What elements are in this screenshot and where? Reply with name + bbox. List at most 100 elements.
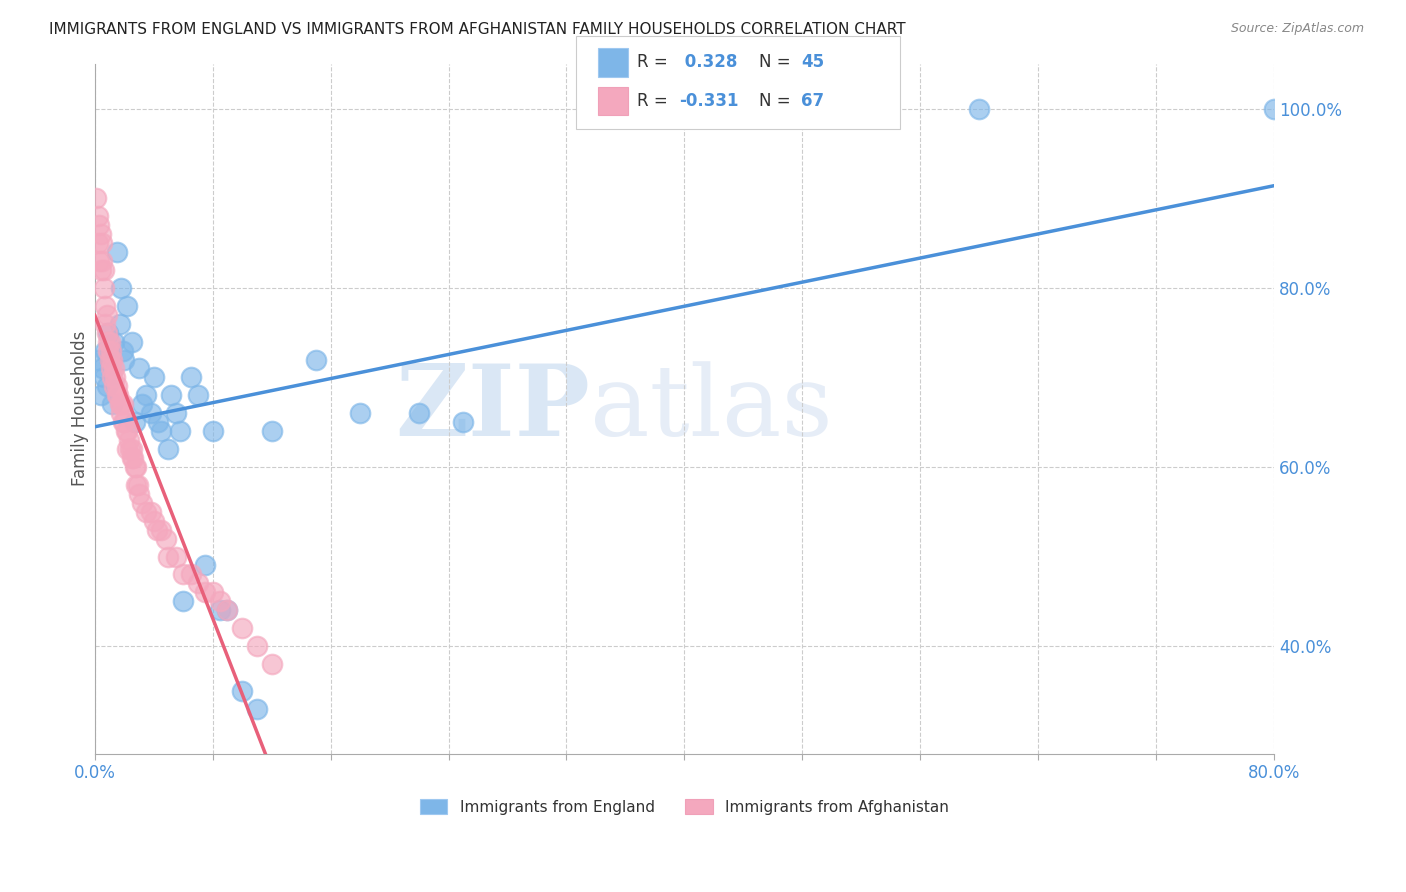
Point [121, 450, 143, 465]
Point [108, 397, 131, 411]
Text: Source: ZipAtlas.com: Source: ZipAtlas.com [1230, 22, 1364, 36]
Point [165, 549, 187, 564]
Point [120, 442, 142, 456]
Point [150, 424, 173, 438]
Point [91, 254, 114, 268]
Point [110, 406, 132, 420]
Text: -0.331: -0.331 [679, 92, 738, 110]
Point [146, 415, 169, 429]
Point [305, 352, 328, 367]
Text: R =: R = [637, 54, 668, 71]
Point [93, 370, 115, 384]
Point [100, 361, 122, 376]
Point [967, 102, 990, 116]
Point [96, 308, 118, 322]
Point [135, 388, 157, 402]
Point [114, 424, 136, 438]
Point [101, 397, 124, 411]
Point [87, 236, 110, 251]
Point [84, 191, 107, 205]
Point [111, 343, 134, 358]
Point [169, 424, 191, 438]
Point [90, 227, 112, 242]
Point [172, 567, 194, 582]
Point [121, 334, 143, 349]
Point [112, 415, 135, 429]
Point [209, 594, 232, 608]
Point [408, 406, 430, 420]
Y-axis label: Family Households: Family Households [72, 331, 89, 486]
Point [111, 397, 134, 411]
Point [94, 299, 117, 313]
Point [260, 657, 283, 671]
Point [217, 603, 239, 617]
Point [124, 460, 146, 475]
Text: 67: 67 [801, 92, 824, 110]
Point [103, 361, 125, 376]
Point [124, 415, 146, 429]
Text: 45: 45 [801, 54, 824, 71]
Point [231, 621, 253, 635]
Text: N =: N = [759, 54, 790, 71]
Point [260, 424, 283, 438]
Point [87, 209, 110, 223]
Point [89, 219, 111, 233]
Point [105, 379, 128, 393]
Point [108, 317, 131, 331]
Point [115, 424, 138, 438]
Point [139, 505, 162, 519]
Point [160, 388, 183, 402]
Text: 0.328: 0.328 [679, 54, 738, 71]
Point [115, 442, 138, 456]
Point [201, 424, 224, 438]
Point [98, 352, 121, 367]
Point [131, 397, 153, 411]
Point [246, 639, 269, 653]
Point [231, 683, 253, 698]
Point [1263, 102, 1285, 116]
Point [155, 532, 177, 546]
Point [128, 361, 150, 376]
Point [145, 523, 167, 537]
Point [97, 334, 120, 349]
Point [125, 478, 148, 492]
Point [131, 496, 153, 510]
Point [98, 334, 121, 349]
Point [93, 263, 115, 277]
Text: atlas: atlas [591, 361, 832, 457]
Point [451, 415, 474, 429]
Point [101, 370, 124, 384]
Point [94, 317, 117, 331]
Point [139, 406, 162, 420]
Point [122, 450, 145, 465]
Point [127, 478, 149, 492]
Point [105, 245, 128, 260]
Point [93, 281, 115, 295]
Point [91, 361, 114, 376]
Point [101, 352, 124, 367]
Point [157, 442, 180, 456]
Point [180, 370, 202, 384]
Legend: Immigrants from England, Immigrants from Afghanistan: Immigrants from England, Immigrants from… [420, 799, 949, 814]
Point [96, 379, 118, 393]
Point [89, 254, 111, 268]
Point [121, 442, 143, 456]
Point [110, 281, 132, 295]
Point [112, 352, 135, 367]
Point [104, 370, 127, 384]
Point [201, 585, 224, 599]
Point [180, 567, 202, 582]
Point [90, 388, 112, 402]
Point [187, 576, 209, 591]
Point [87, 352, 110, 367]
Point [115, 299, 138, 313]
Point [125, 460, 148, 475]
Point [246, 702, 269, 716]
Point [135, 505, 157, 519]
Point [100, 343, 122, 358]
Point [97, 343, 120, 358]
Text: IMMIGRANTS FROM ENGLAND VS IMMIGRANTS FROM AFGHANISTAN FAMILY HOUSEHOLDS CORRELA: IMMIGRANTS FROM ENGLAND VS IMMIGRANTS FR… [49, 22, 905, 37]
Point [94, 343, 117, 358]
Text: R =: R = [637, 92, 668, 110]
Point [96, 326, 118, 340]
